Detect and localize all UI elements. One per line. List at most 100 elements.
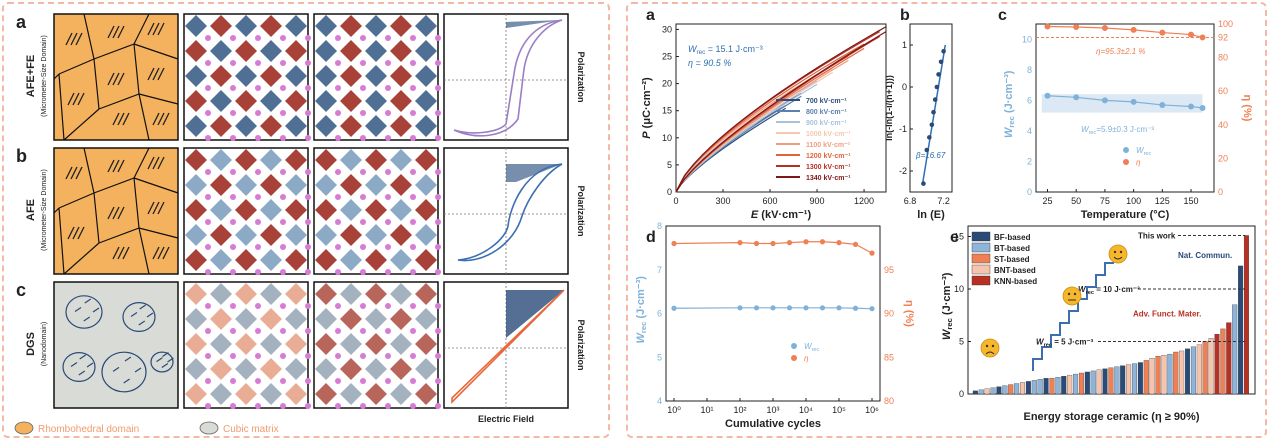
a-site-atom [410,244,416,250]
eta-point [1159,29,1166,36]
octahedron [185,15,207,37]
octahedron [210,149,232,171]
a-site-atom [280,110,286,116]
x-tick-label: 7.2 [937,196,950,206]
eta-point [1073,24,1080,31]
y-tick-label: 0 [959,389,964,399]
x-tick-label: 10⁰ [667,405,681,415]
legend-marker [1123,159,1129,165]
eta-point [852,241,859,247]
a-site-atom [230,219,236,225]
chart-b-frame [909,23,953,193]
polarization-axis-label: Polarization [576,185,586,236]
octahedron [315,199,337,221]
a-site-atom [360,244,366,250]
eta-point [803,239,809,245]
bar [1220,328,1226,395]
bar [1014,383,1020,395]
octahedron [315,149,337,171]
a-site-atom [335,328,341,334]
level5-label: Wrec = 5 J·cm⁻³ [1036,338,1094,349]
nano-arrow [86,362,94,368]
octahedron [415,224,437,246]
x-tick-label: 1200 [854,196,874,206]
wrec-point [1188,103,1195,110]
grain-boundary [53,207,60,214]
a-site-atom [205,403,211,409]
legend-wrec: Wrec [804,342,820,353]
octahedron [260,115,282,137]
polarization-axis-label: Polarization [576,319,586,370]
octahedron [390,224,412,246]
bar [1055,377,1061,395]
chart-c-w-note-rest: =5.9±0.3 J·cm⁻³ [1096,125,1154,134]
a-site-atom [205,194,211,200]
polar-arrow [152,22,160,36]
octahedron [260,90,282,112]
bar [1238,265,1244,395]
x-tick-label: 10² [733,405,746,415]
a-site-atom [335,219,341,225]
a-site-atom [410,219,416,225]
energy-area [506,20,562,28]
polar-arrow [72,226,80,240]
legend-wrec-sub: rec [1144,151,1152,157]
octahedron [365,283,387,305]
a-site-atom [335,110,341,116]
a-site-atom [305,353,311,359]
polar-arrow [117,112,125,126]
bar [1108,367,1114,395]
y-tick-label: -2 [899,166,907,176]
y-tick-right: 80 [884,396,894,406]
a-site-atom [435,244,441,250]
octahedron [315,174,337,196]
octahedron [210,249,232,271]
octahedron [260,199,282,221]
octahedron [365,358,387,380]
a-site-atom [410,303,416,309]
polar-arrow [157,201,165,215]
polar-arrow [152,246,160,260]
a-site-atom [385,403,391,409]
right-figure-panel: a 0 300 600 900 1200 0 5 10 15 20 25 30 E (kV·cm⁻¹) P … [626,2,1267,438]
eta-line [1047,25,1203,39]
octahedron [210,40,232,62]
a-site-atom [280,328,286,334]
energy-area [506,164,562,182]
legend-marker [1123,147,1129,153]
chart-c-w-note: Wrec=5.9±0.3 J·cm⁻³ [1081,125,1154,136]
wrec-point [1044,92,1051,99]
x-tick-label: 75 [1100,196,1110,206]
chart-c-ylabel-left-sub: rec [1007,115,1016,127]
nanodomain [150,351,174,373]
octahedron [235,199,257,221]
octahedron [285,40,307,62]
octahedron [235,90,257,112]
octahedron [285,174,307,196]
a-site-atom [385,303,391,309]
nano-arrow [167,357,174,363]
y-tick-right: 90 [884,309,894,319]
data-point [931,109,936,115]
polar-arrow [112,206,120,220]
a-site-atom [205,244,211,250]
pe-curve-lower-1340 [675,31,887,193]
y-tick-left: 4 [1027,126,1032,136]
octahedron [365,333,387,355]
bar [1208,338,1214,395]
y-tick-left: 2 [1027,156,1032,166]
a-site-atom [410,110,416,116]
octahedron [210,383,232,405]
octahedron [390,308,412,330]
a-site-atom [360,303,366,309]
bar [1243,235,1249,395]
chart-a-xlabel: E (kV·cm⁻¹) [751,209,812,221]
a-site-atom [435,269,441,275]
octahedron [415,199,437,221]
a-site-atom [435,378,441,384]
a-site-atom [335,194,341,200]
row-sub-c: (Nanodomain) [41,322,48,366]
chart-d-xlabel: Cumulative cycles [725,418,821,430]
polar-arrow [162,112,170,126]
polar-arrow [117,246,125,260]
